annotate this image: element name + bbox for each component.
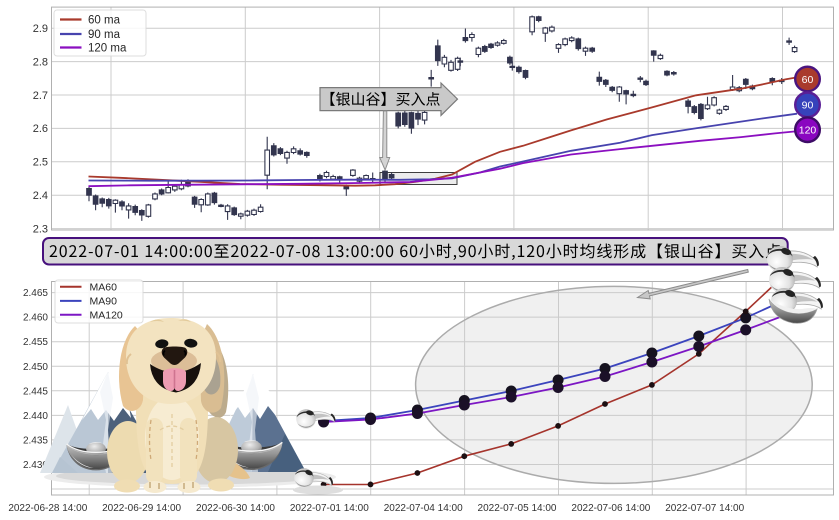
svg-text:120 ma: 120 ma	[88, 43, 127, 55]
svg-text:2022-06-30 14:00: 2022-06-30 14:00	[196, 503, 275, 514]
svg-text:120: 120	[799, 125, 817, 137]
svg-text:60 ma: 60 ma	[88, 15, 121, 27]
svg-text:2.440: 2.440	[23, 411, 48, 422]
svg-text:2.430: 2.430	[23, 460, 48, 471]
svg-text:2.465: 2.465	[23, 288, 48, 299]
svg-text:2.9: 2.9	[33, 23, 48, 35]
svg-text:2.7: 2.7	[33, 90, 48, 102]
svg-text:2.8: 2.8	[33, 56, 48, 68]
svg-text:90 ma: 90 ma	[88, 29, 121, 41]
svg-text:2.455: 2.455	[23, 337, 48, 348]
svg-text:2022-07-06 14:00: 2022-07-06 14:00	[571, 503, 650, 514]
svg-text:2022-06-28 14:00: 2022-06-28 14:00	[8, 503, 87, 514]
svg-text:90: 90	[802, 100, 814, 112]
svg-text:MA90: MA90	[90, 295, 118, 307]
svg-text:2.445: 2.445	[23, 386, 48, 397]
svg-text:2.4: 2.4	[33, 190, 48, 202]
svg-text:2022-07-01 14:00: 2022-07-01 14:00	[290, 503, 369, 514]
svg-text:2.3: 2.3	[33, 223, 48, 235]
svg-text:60: 60	[802, 74, 814, 86]
svg-text:2.6: 2.6	[33, 123, 48, 135]
svg-text:2022-07-04 14:00: 2022-07-04 14:00	[384, 503, 463, 514]
svg-text:2022-07-07 14:00: 2022-07-07 14:00	[665, 503, 744, 514]
svg-text:2.5: 2.5	[33, 157, 48, 169]
svg-text:2.435: 2.435	[23, 435, 48, 446]
svg-text:2022-07-05 14:00: 2022-07-05 14:00	[478, 503, 557, 514]
svg-text:2022-06-29 14:00: 2022-06-29 14:00	[102, 503, 181, 514]
svg-text:2.460: 2.460	[23, 313, 48, 324]
svg-text:2.450: 2.450	[23, 362, 48, 373]
svg-text:MA120: MA120	[90, 309, 123, 321]
svg-text:MA60: MA60	[90, 281, 118, 293]
